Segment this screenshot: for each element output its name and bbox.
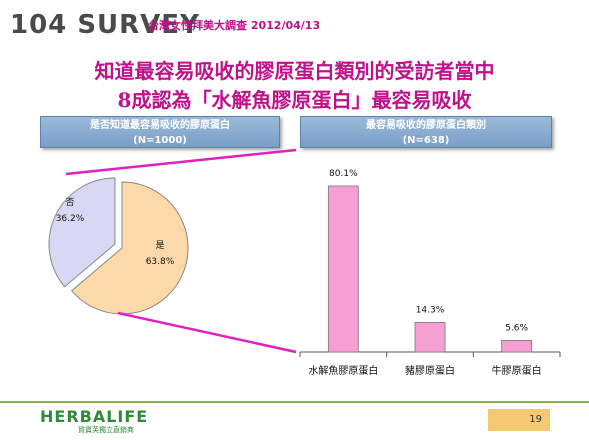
- bar-0: [327, 185, 359, 353]
- brand-text: HERBALIFE: [40, 407, 149, 426]
- bar-panel-title: 最容易吸收的膠原蛋白類別 (N=638): [300, 116, 552, 148]
- bar-2: [501, 339, 533, 353]
- survey-subtitle: 台灣女性拜美大調查 2012/04/13: [148, 19, 321, 32]
- bar-value-label: 80.1%: [329, 169, 358, 179]
- page-number: 19: [488, 409, 550, 431]
- pie-sample-size: (N=1000): [133, 135, 187, 146]
- bar-value-label: 5.6%: [505, 323, 528, 333]
- bar-category-label: 牛膠原蛋白: [492, 364, 542, 377]
- bar-category-label: 豬膠原蛋白: [405, 364, 455, 377]
- headline-line-2: 8成認為「水解魚膠原蛋白」最容易吸收: [117, 88, 472, 112]
- pie-slice-value: 36.2%: [56, 214, 85, 224]
- bar-category-label: 水解魚膠原蛋白: [308, 364, 378, 377]
- bar-sample-size: (N=638): [402, 135, 450, 146]
- logo-text: 104 SURVEY: [10, 10, 200, 40]
- pie-title: 是否知道最容易吸收的膠原蛋白: [90, 120, 230, 131]
- pie-panel-title: 是否知道最容易吸收的膠原蛋白 (N=1000): [40, 116, 280, 148]
- bar-value-label: 14.3%: [416, 305, 445, 315]
- survey-logo: 104 SURVEY: [10, 10, 200, 40]
- footer-divider: [0, 401, 589, 403]
- bar-title: 最容易吸收的膠原蛋白類別: [366, 120, 486, 131]
- connector-line-top: [65, 148, 297, 176]
- herbalife-logo: HERBALIFE: [40, 407, 148, 426]
- connector-line-bottom: [117, 311, 297, 354]
- brand-tagline: 賀寶芙獨立直銷商: [78, 426, 134, 434]
- pie-slice-label: 否: [65, 197, 74, 208]
- pie-slice-label: 是: [155, 240, 164, 251]
- headline-line-1: 知道最容易吸收的膠原蛋白類別的受訪者當中: [94, 59, 495, 83]
- pie-slice-yes: [70, 181, 189, 315]
- bar-1: [414, 321, 446, 353]
- pie-slice-no: [48, 177, 116, 288]
- pie-slice-value: 63.8%: [146, 257, 175, 267]
